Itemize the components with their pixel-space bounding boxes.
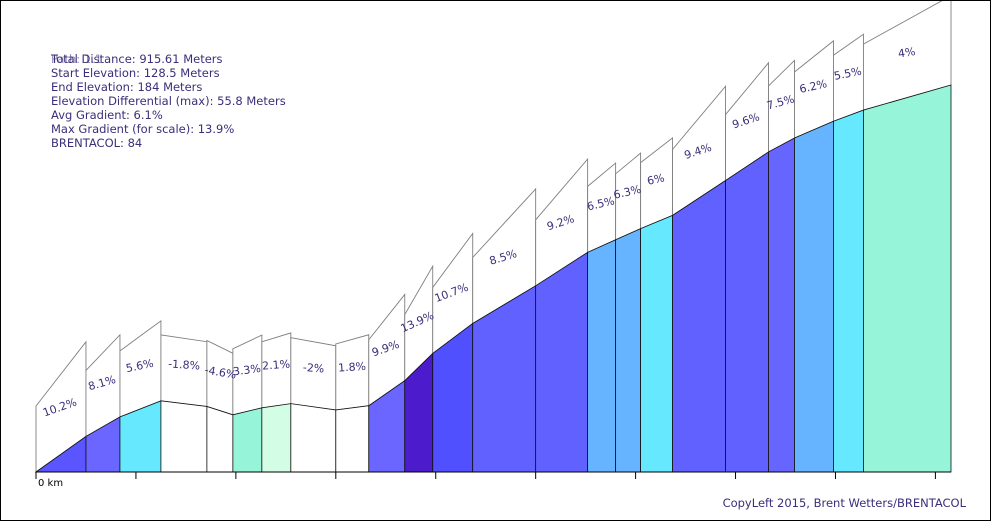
avg-gradient: Avg Gradient: 6.1% bbox=[51, 108, 163, 122]
elevation-differential: Elevation Differential (max): 55.8 Meter… bbox=[51, 94, 286, 108]
end-elevation: End Elevation: 184 Meters bbox=[51, 80, 203, 94]
gradient-segment bbox=[794, 120, 834, 473]
gradient-label: 4% bbox=[897, 45, 916, 61]
copyleft-credit: CopyLeft 2015, Brent Wetters/BRENTACOL bbox=[722, 496, 966, 510]
gradient-segment bbox=[615, 228, 641, 473]
max-gradient: Max Gradient (for scale): 13.9% bbox=[51, 122, 235, 136]
gradient-segment bbox=[261, 403, 292, 473]
gradient-label: 6.2% bbox=[798, 77, 828, 96]
gradient-segment bbox=[833, 109, 864, 473]
gradient-label: -4.6% bbox=[204, 363, 238, 381]
gradient-label-bands bbox=[35, 1, 952, 473]
gradient-segment bbox=[672, 179, 726, 473]
gradient-label: 3.3% bbox=[232, 362, 261, 379]
gradient-segment bbox=[206, 405, 234, 473]
x-tick-label: 0 km bbox=[38, 478, 63, 489]
gradient-label: 5.5% bbox=[833, 65, 863, 83]
total-distance: Total Distance: 915.61 Meters bbox=[51, 52, 223, 66]
gradient-label: 2.1% bbox=[262, 358, 291, 373]
gradient-segment bbox=[640, 214, 673, 473]
brentacol-score: BRENTACOL: 84 bbox=[51, 136, 143, 150]
gradient-label: -1.8% bbox=[168, 357, 201, 372]
gradient-segment bbox=[160, 400, 208, 473]
x-axis: 0 km bbox=[35, 471, 951, 489]
gradient-label: 6% bbox=[646, 171, 666, 187]
path-label: Path: 1.1 bbox=[51, 52, 103, 66]
gradient-segment bbox=[725, 151, 769, 473]
start-elevation: Start Elevation: 128.5 Meters bbox=[51, 66, 220, 80]
gradient-label: 1.8% bbox=[338, 360, 367, 375]
gradient-segments bbox=[34, 84, 952, 473]
stats-panel: Total Distance: 915.61 Meters Start Elev… bbox=[51, 52, 286, 150]
gradient-segment bbox=[232, 407, 263, 473]
gradient-segment bbox=[863, 84, 952, 473]
gradient-label: 6.5% bbox=[586, 194, 616, 213]
gradient-segment bbox=[587, 239, 617, 473]
gradient-segment bbox=[335, 405, 370, 473]
gradient-segment bbox=[290, 403, 337, 473]
gradient-segment bbox=[535, 251, 589, 473]
gradient-segment bbox=[768, 137, 795, 473]
gradient-label: -2% bbox=[302, 361, 324, 376]
gradient-label: 5.6% bbox=[125, 357, 155, 375]
gradient-label: 6.3% bbox=[612, 183, 642, 202]
